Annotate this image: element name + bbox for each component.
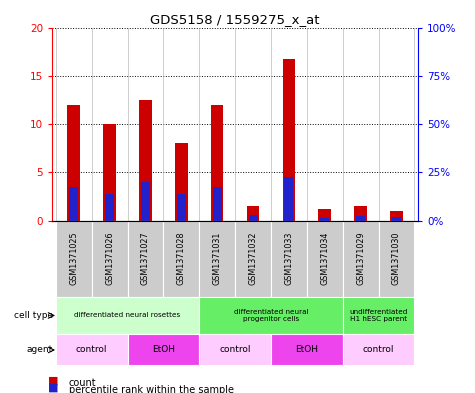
Text: percentile rank within the sample: percentile rank within the sample [69, 385, 234, 393]
Bar [271, 334, 342, 365]
Text: GSM1371031: GSM1371031 [213, 232, 222, 285]
Bar [320, 218, 329, 220]
Bar [211, 105, 223, 220]
Bar [141, 182, 150, 220]
Bar [175, 143, 188, 220]
Text: GSM1371026: GSM1371026 [105, 232, 114, 285]
Bar [200, 334, 271, 365]
Text: GSM1371025: GSM1371025 [69, 232, 78, 285]
Bar [248, 215, 257, 220]
Bar [342, 220, 379, 296]
Text: count: count [69, 378, 96, 388]
Bar [392, 217, 401, 220]
Text: control: control [363, 345, 394, 354]
Bar [247, 206, 259, 220]
Bar [177, 194, 186, 220]
Bar [354, 206, 367, 220]
Bar [319, 209, 331, 220]
Text: control: control [76, 345, 107, 354]
Bar [56, 296, 200, 334]
Bar [128, 334, 200, 365]
Text: ■: ■ [48, 382, 58, 392]
Text: undifferentiated
H1 hESC parent: undifferentiated H1 hESC parent [350, 309, 408, 322]
Bar [105, 194, 114, 220]
Text: control: control [219, 345, 251, 354]
Bar [235, 220, 271, 296]
Text: GSM1371027: GSM1371027 [141, 232, 150, 285]
Text: differentiated neural
progenitor cells: differentiated neural progenitor cells [234, 309, 308, 322]
Bar [104, 124, 116, 220]
Bar [379, 220, 414, 296]
Text: cell type: cell type [14, 311, 53, 320]
Bar [163, 220, 200, 296]
Bar [285, 177, 294, 220]
Text: GSM1371030: GSM1371030 [392, 232, 401, 285]
Bar [356, 216, 365, 220]
Text: GSM1371028: GSM1371028 [177, 232, 186, 285]
Bar [271, 220, 307, 296]
Text: GSM1371029: GSM1371029 [356, 232, 365, 285]
Bar [283, 59, 295, 220]
Text: EtOH: EtOH [295, 345, 318, 354]
Text: ■: ■ [48, 375, 58, 385]
Bar [342, 296, 414, 334]
Title: GDS5158 / 1559275_x_at: GDS5158 / 1559275_x_at [151, 13, 320, 26]
Bar [139, 100, 152, 220]
Bar [128, 220, 163, 296]
Bar [342, 334, 414, 365]
Bar [390, 211, 403, 220]
Bar [307, 220, 342, 296]
Text: agent: agent [27, 345, 53, 354]
Text: differentiated neural rosettes: differentiated neural rosettes [75, 312, 180, 318]
Bar [56, 220, 92, 296]
Text: GSM1371034: GSM1371034 [320, 232, 329, 285]
Text: GSM1371033: GSM1371033 [285, 232, 294, 285]
Bar [213, 187, 222, 220]
Bar [67, 105, 80, 220]
Bar [56, 334, 128, 365]
Bar [200, 220, 235, 296]
Bar [200, 296, 342, 334]
Text: EtOH: EtOH [152, 345, 175, 354]
Bar [69, 187, 78, 220]
Text: GSM1371032: GSM1371032 [248, 232, 257, 285]
Bar [92, 220, 128, 296]
